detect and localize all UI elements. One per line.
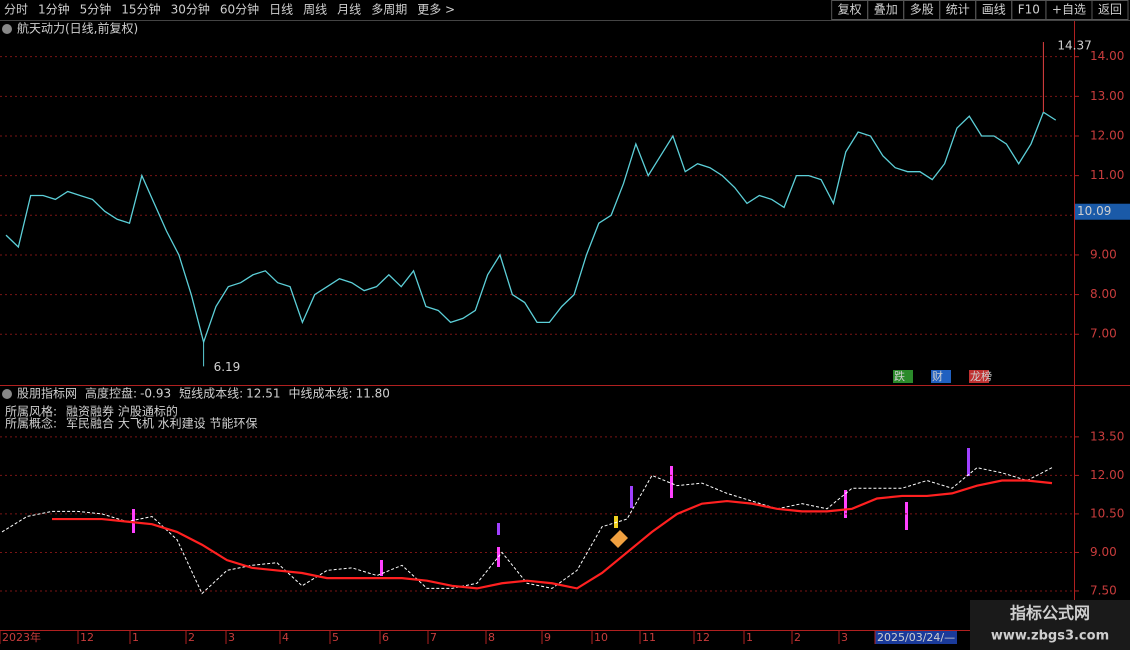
- y-tick-label: 7.00: [1090, 327, 1117, 341]
- y-tick-label: 10.50: [1090, 506, 1124, 520]
- concept-label: 所属概念:: [5, 416, 57, 431]
- toolbar-tab[interactable]: 15分钟: [121, 2, 160, 17]
- last-price-box: [1075, 203, 1130, 220]
- readout-label: 高度控盘:: [85, 386, 137, 401]
- toolbar-tab[interactable]: 60分钟: [220, 2, 259, 17]
- date-label: 2: [188, 631, 195, 644]
- readout-label: 短线成本线:: [179, 387, 243, 401]
- date-label: 9: [544, 631, 551, 644]
- y-tick-label: 13.50: [1090, 429, 1124, 443]
- toolbar-button[interactable]: +自选: [1052, 3, 1086, 17]
- toolbar-tab[interactable]: 30分钟: [171, 2, 210, 17]
- menu-icon[interactable]: [2, 389, 12, 399]
- high-label: 14.37: [1057, 39, 1091, 53]
- y-tick-label: 7.50: [1090, 583, 1117, 597]
- toolbar-tab[interactable]: 多周期: [371, 3, 407, 17]
- toolbar-tab[interactable]: 更多 >: [417, 3, 455, 17]
- series-line: [1, 467, 1053, 595]
- badge[interactable]: 财: [932, 369, 943, 383]
- watermark-url: www.zbgs3.com: [991, 629, 1109, 644]
- date-label: 8: [488, 631, 495, 644]
- date-label: 1: [746, 631, 753, 644]
- concept-text: 军民融合 大飞机 水利建设 节能环保: [66, 416, 257, 431]
- toolbar-button[interactable]: 画线: [982, 3, 1006, 17]
- toolbar-tab[interactable]: 1分钟: [38, 2, 70, 17]
- chart-title: 航天动力(日线,前复权): [17, 21, 138, 36]
- y-tick-label: 9.00: [1090, 545, 1117, 559]
- date-label: 5: [332, 631, 339, 644]
- signal: [630, 486, 633, 508]
- watermark-title: 指标公式网: [1010, 604, 1090, 623]
- badge[interactable]: 龙榜: [970, 369, 992, 383]
- y-tick-label: 12.00: [1090, 468, 1124, 482]
- badge-bg: [931, 370, 951, 383]
- signal-icon: [610, 530, 628, 548]
- toolbar-tab[interactable]: 5分钟: [80, 2, 112, 17]
- low-label: 6.19: [214, 360, 241, 374]
- signal: [380, 560, 383, 576]
- signal: [967, 448, 970, 476]
- date-label: 3: [228, 631, 235, 644]
- toolbar-button[interactable]: 返回: [1098, 3, 1122, 17]
- date-label: 2: [794, 631, 801, 644]
- date-label: 11: [642, 631, 656, 644]
- badge[interactable]: 跌: [894, 369, 905, 383]
- toolbar-button[interactable]: 叠加: [874, 3, 898, 17]
- toolbar-button[interactable]: 多股: [910, 3, 934, 17]
- signal: [670, 466, 673, 498]
- y-tick-label: 12.00: [1090, 128, 1124, 142]
- indicator-title: 股朋指标网: [17, 386, 77, 401]
- toolbar-button[interactable]: F10: [1018, 3, 1040, 17]
- date-label: 2025/03/24/—: [877, 631, 955, 644]
- date-label: 4: [282, 631, 289, 644]
- date-label: 12: [80, 631, 94, 644]
- date-label: 6: [382, 631, 389, 644]
- y-tick-label: 9.00: [1090, 247, 1117, 261]
- toolbar-button-frame: [831, 0, 869, 20]
- signal: [497, 523, 500, 535]
- style-label: 所属风格:: [5, 404, 57, 419]
- date-label: 10: [594, 631, 608, 644]
- watermark-box: [970, 600, 1130, 650]
- date-label: 7: [430, 631, 437, 644]
- date-label: 3: [841, 631, 848, 644]
- toolbar-tab[interactable]: 分时: [4, 3, 28, 17]
- series-line: [52, 479, 1053, 590]
- menu-icon[interactable]: [2, 24, 12, 34]
- date-label: 12: [696, 631, 710, 644]
- date-highlight: [875, 631, 957, 644]
- signal: [844, 490, 847, 518]
- toolbar-button[interactable]: 统计: [946, 3, 970, 17]
- y-tick-label: 13.00: [1090, 89, 1124, 103]
- toolbar-button[interactable]: 复权: [838, 3, 862, 17]
- toolbar-tab[interactable]: 月线: [337, 3, 361, 17]
- signal: [132, 509, 135, 533]
- style-text: 融资融券 沪股通标的: [66, 404, 178, 419]
- y-tick-label: 11.00: [1090, 168, 1124, 182]
- readout-value: 12.51: [246, 387, 280, 401]
- signal: [905, 502, 908, 530]
- toolbar-tab[interactable]: 日线: [269, 3, 293, 17]
- y-tick-label: 8.00: [1090, 287, 1117, 301]
- y-tick-label: 14.00: [1090, 49, 1124, 63]
- series-line: [5, 111, 1057, 345]
- readout-value: 11.80: [356, 387, 390, 401]
- readout-label: 中线成本线:: [289, 386, 353, 401]
- readout-value: -0.93: [140, 387, 171, 401]
- badge-bg: [893, 370, 913, 383]
- toolbar-tab[interactable]: 周线: [303, 3, 327, 17]
- date-label: 1: [132, 631, 139, 644]
- date-label: 2023年: [2, 630, 41, 644]
- last-price: 10.09: [1077, 204, 1111, 218]
- badge-bg: [969, 370, 989, 383]
